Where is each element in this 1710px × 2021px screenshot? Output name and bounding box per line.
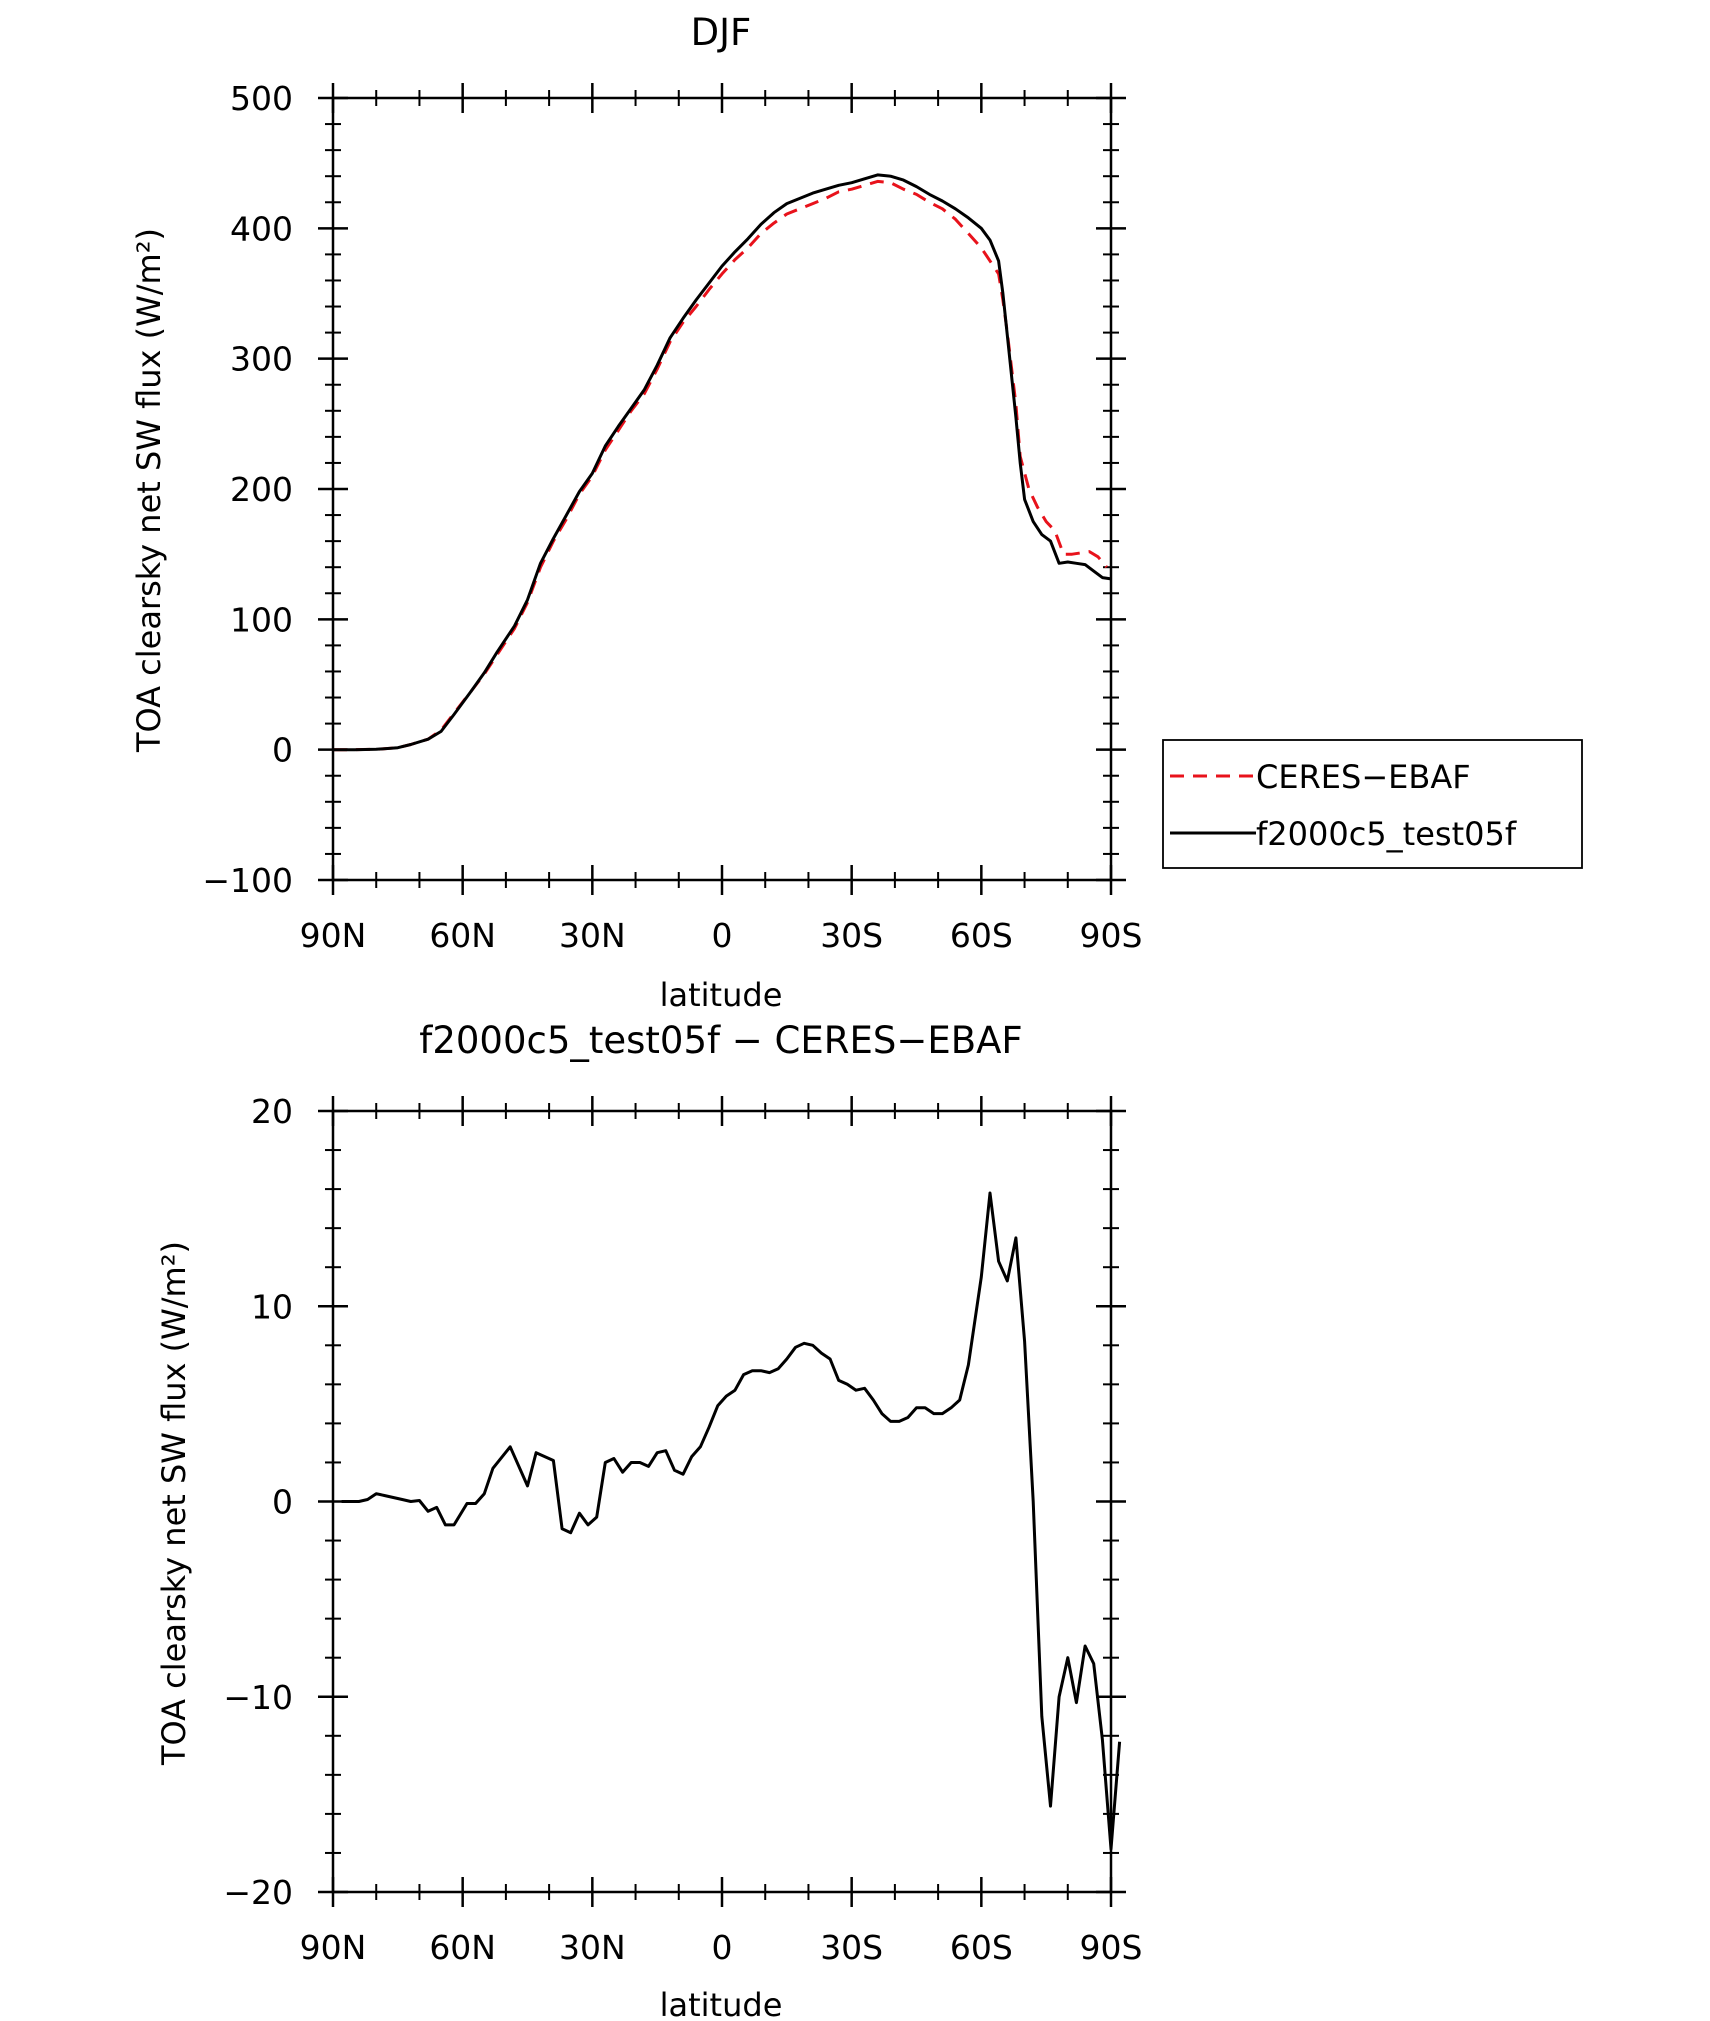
bottom-x-tick-label: 0 <box>712 1928 733 1967</box>
legend-label-model: f2000c5_test05f <box>1256 815 1517 853</box>
top-ticks-layer <box>318 83 1126 895</box>
top-x-tick-label: 0 <box>712 916 733 955</box>
bottom-chart-title: f2000c5_test05f − CERES−EBAF <box>419 1019 1022 1062</box>
bottom-x-tick-label: 90N <box>300 1928 367 1967</box>
top-x-tick-label: 30S <box>820 916 883 955</box>
bottom-x-tick-label: 60N <box>429 1928 496 1967</box>
top-y-tick-label: 0 <box>272 731 293 770</box>
top-y-tick-label: 100 <box>230 600 293 639</box>
top-x-tick-label: 30N <box>559 916 626 955</box>
top-y-tick-label: 400 <box>230 209 293 248</box>
top-x-axis-label: latitude <box>660 976 783 1014</box>
top-series-layer <box>333 173 1112 752</box>
top-y-tick-label: 300 <box>230 340 293 379</box>
bottom-panel: f2000c5_test05f − CERES−EBAF 90N 60N 30N 0 3… <box>155 1019 1142 2021</box>
bottom-x-tick-label: 60S <box>950 1928 1013 1967</box>
top-x-tick-label: 90N <box>300 916 367 955</box>
top-series-line-1 <box>333 173 1112 752</box>
bottom-x-tick-label: 30S <box>820 1928 883 1967</box>
top-plot-frame <box>331 96 1113 882</box>
bottom-y-tick-label: −10 <box>223 1678 293 1717</box>
legend-label-ceres: CERES−EBAF <box>1256 758 1471 796</box>
top-y-tick-label: −100 <box>202 861 293 900</box>
legend-box <box>1162 739 1583 869</box>
bottom-y-tick-label: 20 <box>251 1092 293 1131</box>
top-chart-title: DJF <box>691 11 752 54</box>
bottom-ticks-layer <box>318 1096 1126 1907</box>
top-tick-labels-layer: 90N 60N 30N 0 30S 60S 90S 500 400 300 200 100 0 −100 <box>202 79 1142 955</box>
bottom-y-tick-label: −20 <box>223 1873 293 1912</box>
bottom-tick-labels-layer: 90N 60N 30N 0 30S 60S 90S 20 10 0 −10 −20 <box>223 1092 1142 1967</box>
bottom-y-tick-label: 0 <box>272 1483 293 1522</box>
bottom-x-tick-label: 30N <box>559 1928 626 1967</box>
bottom-y-axis-label: TOA clearsky net SW flux (W/m²) <box>155 1241 193 1766</box>
bottom-x-tick-label: 90S <box>1080 1928 1143 1967</box>
top-x-tick-label: 60N <box>429 916 496 955</box>
bottom-series-layer <box>341 1191 1122 1851</box>
top-y-tick-label: 500 <box>230 79 293 118</box>
bottom-x-axis-label: latitude <box>660 1986 783 2021</box>
bottom-y-tick-label: 10 <box>251 1287 293 1326</box>
bottom-plot-frame <box>331 1109 1113 1894</box>
top-x-tick-label: 90S <box>1080 916 1143 955</box>
top-y-axis-label: TOA clearsky net SW flux (W/m²) <box>130 228 168 753</box>
legend: CERES−EBAF f2000c5_test05f <box>1162 739 1583 869</box>
bottom-series-line-0 <box>341 1191 1122 1851</box>
top-y-tick-label: 200 <box>230 470 293 509</box>
top-x-tick-label: 60S <box>950 916 1013 955</box>
top-panel: DJF 90N 60N 30N 0 30S 60S 90S 500 400 300 200 100 0 −… <box>130 11 1142 1014</box>
